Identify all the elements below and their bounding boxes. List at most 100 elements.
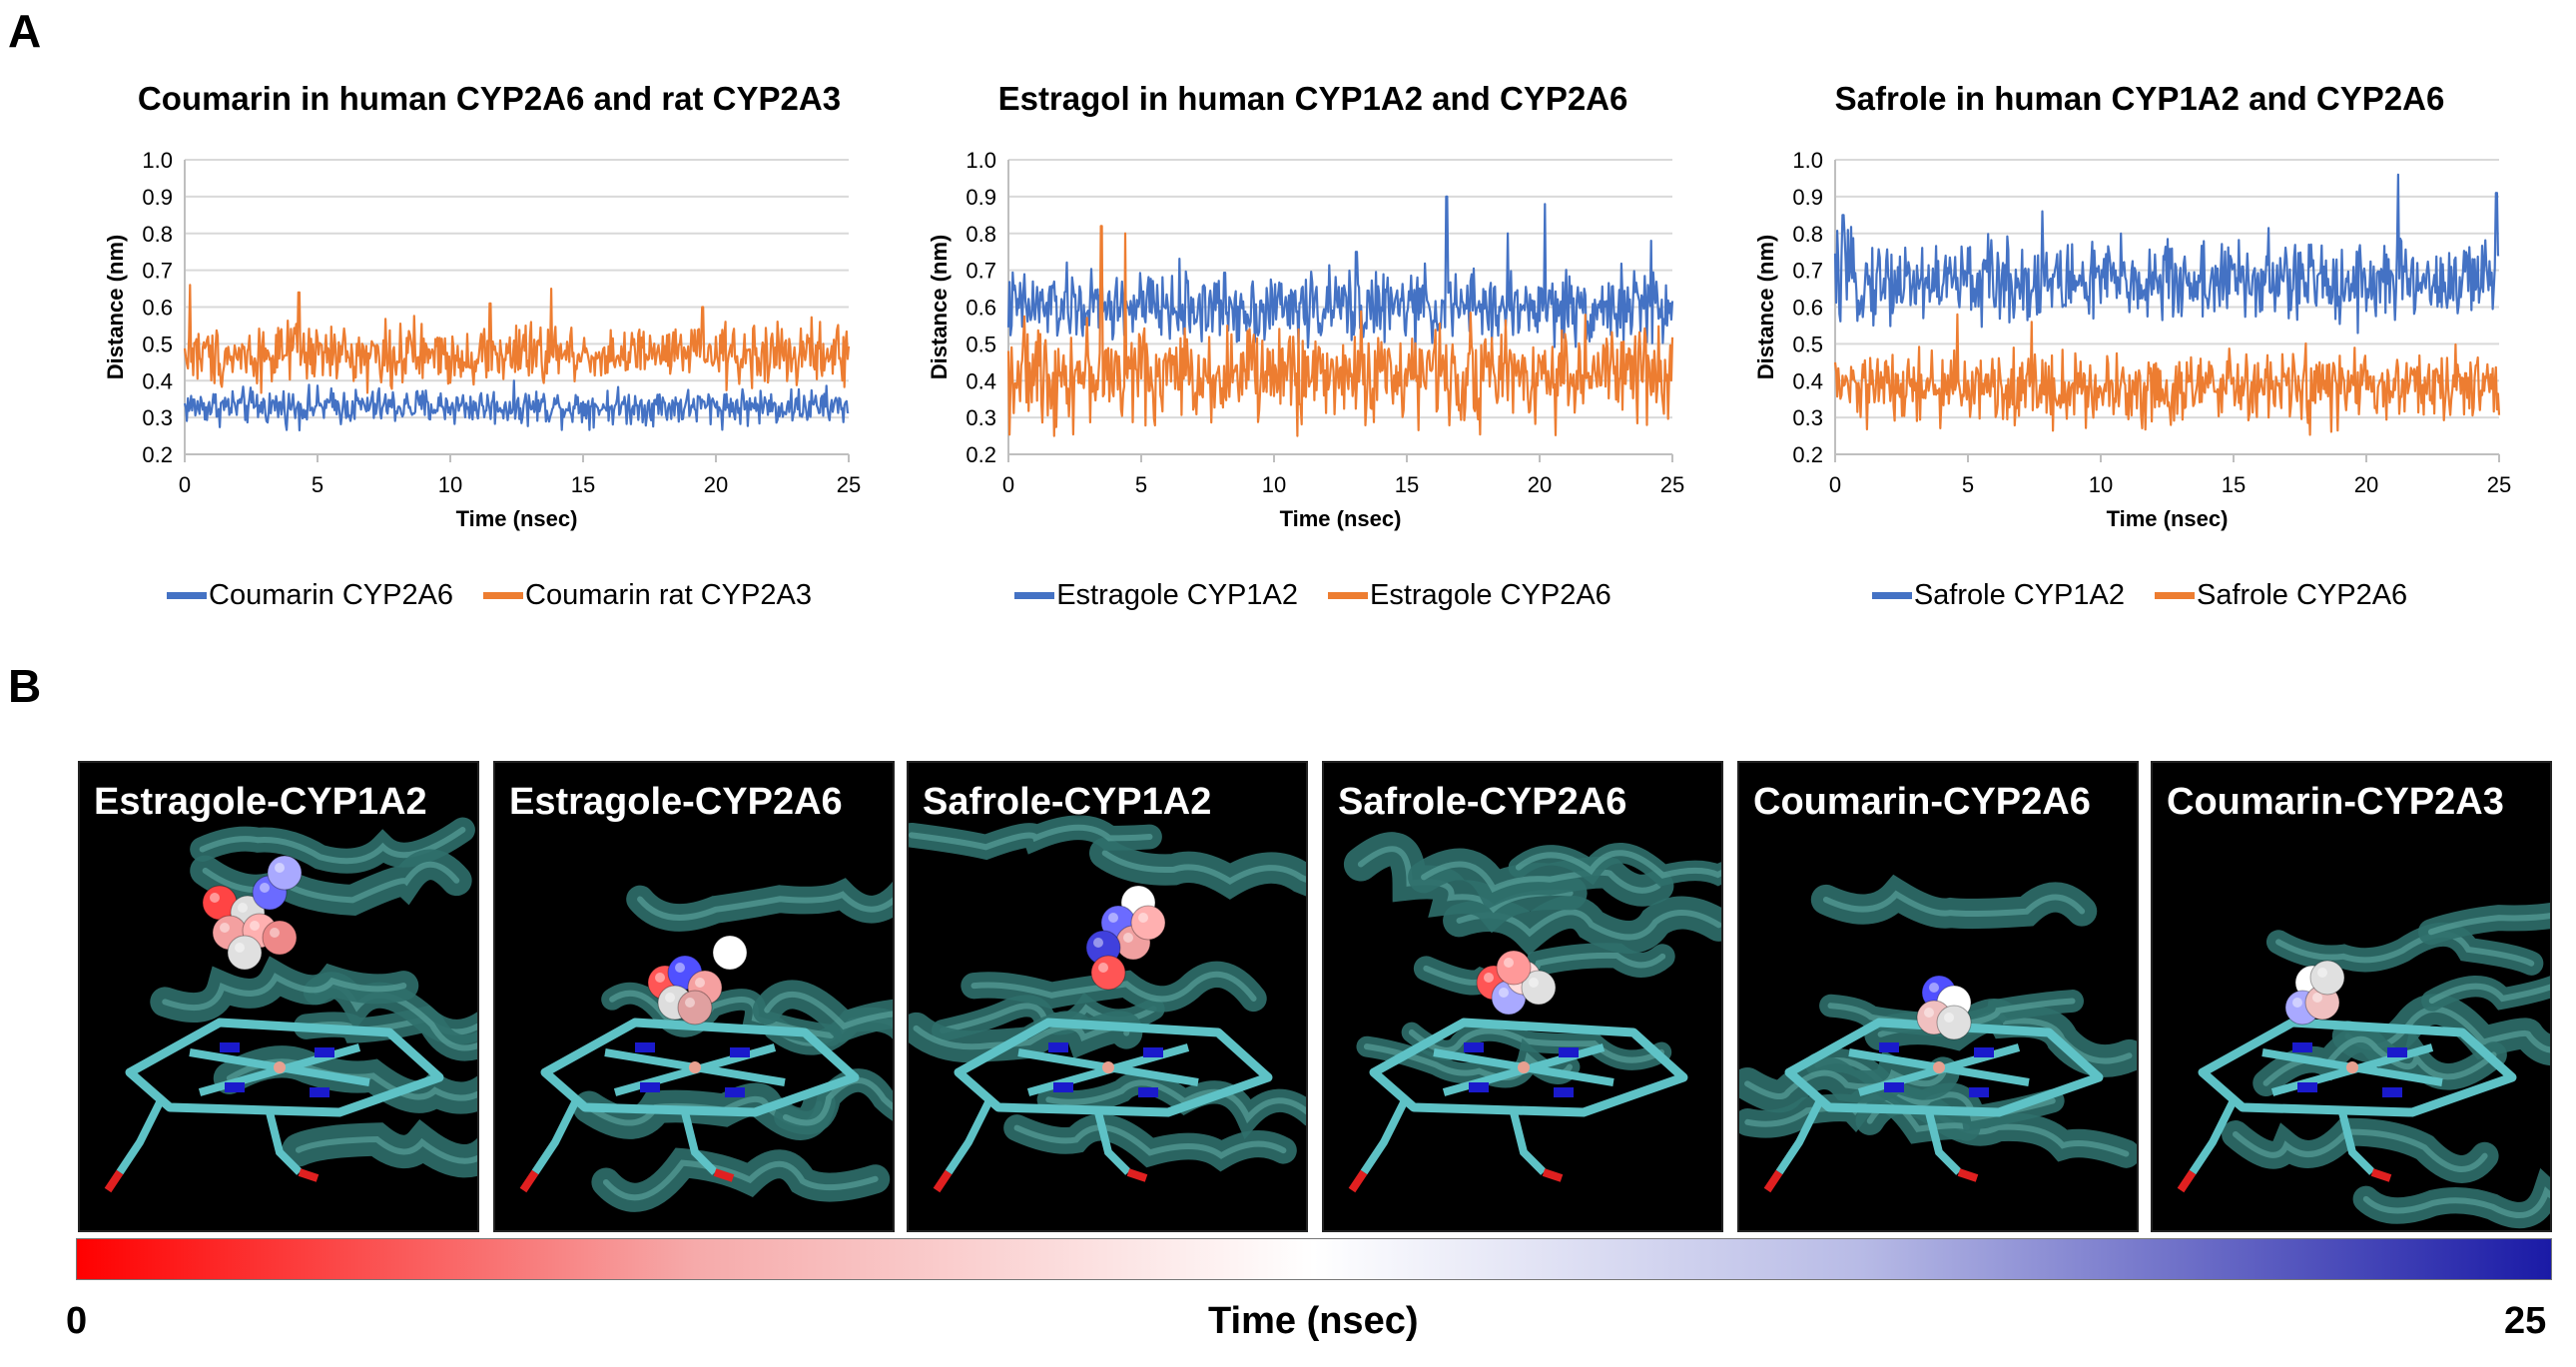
ligand-atom <box>262 920 298 956</box>
nitrogen-atom <box>1554 1087 1574 1097</box>
chart-plot: 0.2 0.3 0.4 0.5 0.6 0.7 0.8 0.9 1.0 0 5 10 15 20 25 Tim… <box>927 148 1684 531</box>
y-tick-label: 0.7 <box>966 259 996 284</box>
y-axis-label: Distance (nm) <box>927 235 952 379</box>
tile-label: Safrole-CYP1A2 <box>923 781 1212 823</box>
chart-legend: Safrole CYP1A2 Safrole CYP2A6 <box>1730 579 2549 612</box>
iron-atom <box>1518 1061 1530 1073</box>
structure-render <box>104 817 477 1193</box>
nitrogen-atom <box>2382 1087 2402 1097</box>
heme-ring <box>1784 1018 2104 1117</box>
y-tick-label: 0.8 <box>1792 222 1823 247</box>
ligand-atom-shine <box>1108 913 1118 923</box>
x-axis-label: Time (nsec) <box>456 506 578 531</box>
protein-ribbon-highlight <box>199 827 466 865</box>
legend-swatch <box>1014 592 1055 599</box>
oxygen-bond <box>1542 1168 1564 1182</box>
ligand-atom-shine <box>270 928 280 938</box>
y-axis-label: Distance (nm) <box>1753 235 1778 379</box>
x-tick-label: 25 <box>2487 472 2511 497</box>
x-tick-label: 20 <box>704 472 728 497</box>
ligand-atom-shine <box>238 903 248 913</box>
chart-title: Estragol in human CYP1A2 and CYP2A6 <box>997 80 1628 117</box>
x-tick-label: 0 <box>179 472 191 497</box>
x-tick-label: 25 <box>1660 472 1684 497</box>
iron-atom <box>1102 1061 1114 1073</box>
chart-title: Safrole in human CYP1A2 and CYP2A6 <box>1834 80 2445 117</box>
ligand-atom <box>1090 955 1126 991</box>
y-tick-label: 0.6 <box>966 296 996 321</box>
legend-swatch <box>2155 592 2195 599</box>
side-chain <box>531 1100 579 1175</box>
ligand-atom-shine <box>1924 1008 1934 1018</box>
y-tick-label: 0.7 <box>1792 259 1823 284</box>
protein-ribbon-highlight <box>2427 913 2550 936</box>
tile-label: Coumarin-CYP2A3 <box>2167 781 2504 823</box>
iron-atom <box>1933 1061 1945 1073</box>
y-tick-label: 0.5 <box>966 332 996 356</box>
legend-label: Safrole CYP1A2 <box>1913 579 2125 611</box>
legend-item: Safrole CYP1A2 <box>1871 579 2125 612</box>
structure-render <box>909 815 1306 1193</box>
nitrogen-atom <box>2387 1047 2407 1057</box>
ligand-atom <box>712 935 748 971</box>
series-line-2 <box>1833 313 2501 436</box>
ligand-atom <box>267 855 303 891</box>
x-tick-label: 5 <box>1135 472 1147 497</box>
ligand-atom-shine <box>2302 973 2312 983</box>
legend-item: Coumarin rat CYP2A3 <box>483 579 812 612</box>
nitrogen-atom <box>1974 1047 1994 1057</box>
protein-ribbon-highlight <box>764 992 893 1030</box>
nitrogen-atom <box>640 1082 660 1092</box>
nitrogen-atom <box>315 1047 334 1057</box>
protein-ribbon-highlight <box>1013 1124 1287 1159</box>
iron-atom <box>274 1061 286 1073</box>
x-tick-label: 10 <box>2089 472 2113 497</box>
protein-ribbon-highlight <box>226 1058 477 1101</box>
legend-swatch <box>483 592 524 599</box>
structure-tile: Estragole-CYP2A6 <box>493 761 895 1232</box>
nitrogen-atom <box>1138 1087 1158 1097</box>
iron-atom <box>2346 1061 2358 1073</box>
ligand-atom <box>1496 950 1532 986</box>
tile-label: Safrole-CYP2A6 <box>1338 781 1627 823</box>
nitrogen-atom <box>1884 1082 1904 1092</box>
oxygen-bond <box>519 1169 539 1193</box>
oxygen-bond <box>298 1168 320 1182</box>
y-tick-label: 0.5 <box>142 332 173 356</box>
legend-item: Safrole CYP2A6 <box>2155 579 2407 612</box>
chart-plot: 0.2 0.3 0.4 0.5 0.6 0.7 0.8 0.9 1.0 0 5 10 15 20 25 Tim… <box>103 148 861 531</box>
y-tick-label: 0.2 <box>1792 442 1823 467</box>
nitrogen-atom <box>1559 1047 1579 1057</box>
x-axis-label: Time (nsec) <box>2107 506 2229 531</box>
nitrogen-atom <box>1053 1082 1073 1092</box>
protein-ribbon-highlight <box>637 891 893 921</box>
tile-label: Estragole-CYP1A2 <box>94 781 427 823</box>
tile-label: Coumarin-CYP2A6 <box>1753 781 2091 823</box>
ligand-atom-shine <box>1138 913 1148 923</box>
legend-swatch <box>1871 592 1912 599</box>
protein-ribbon-highlight <box>2428 983 2550 1005</box>
chart-legend: Estragole CYP1A2 Estragole CYP2A6 <box>904 579 1722 612</box>
x-tick-label: 5 <box>1962 472 1974 497</box>
nitrogen-atom <box>1879 1042 1899 1052</box>
y-tick-label: 1.0 <box>966 148 996 173</box>
structure-tile: Safrole-CYP2A6 <box>1322 761 1723 1232</box>
y-axis-label: Distance (nm) <box>103 235 128 379</box>
ligand-atom-shine <box>1093 938 1103 948</box>
x-tick-label: 20 <box>1528 472 1552 497</box>
ligand-atom <box>1936 1005 1972 1040</box>
series-line-1 <box>183 379 850 432</box>
structure-tile: Estragole-CYP1A2 <box>78 761 479 1232</box>
heme-ring <box>2198 1018 2517 1117</box>
structure-tiles: Estragole-CYP1A2 Estragole-CYP2A6 Safrol… <box>78 761 2552 1232</box>
x-tick-label: 5 <box>312 472 323 497</box>
y-tick-label: 0.8 <box>142 222 173 247</box>
heme-ring <box>540 1018 860 1117</box>
chart-plot: 0.2 0.3 0.4 0.5 0.6 0.7 0.8 0.9 1.0 0 5 10 15 20 25 Tim… <box>1753 148 2511 531</box>
ligand-atom <box>227 935 263 971</box>
nitrogen-atom <box>1464 1042 1484 1052</box>
ligand-atom-shine <box>1529 978 1539 988</box>
y-tick-label: 1.0 <box>1792 148 1823 173</box>
tile-label: Estragole-CYP2A6 <box>509 781 843 823</box>
x-tick-label: 10 <box>438 472 462 497</box>
